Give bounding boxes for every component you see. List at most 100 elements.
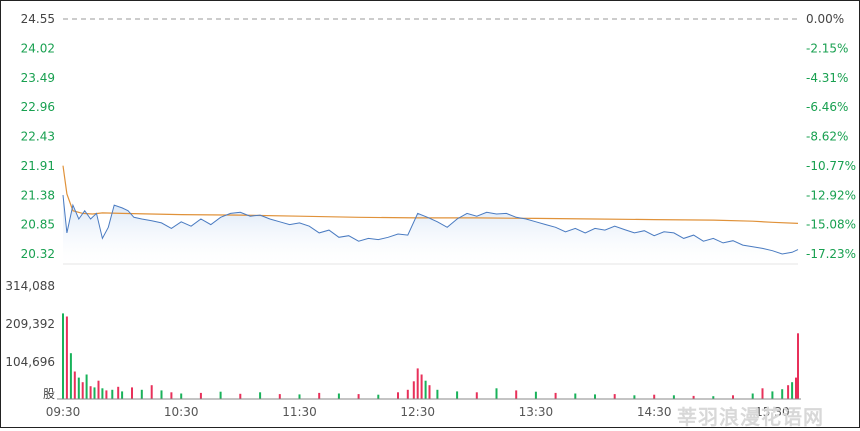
volume-bar (89, 386, 92, 399)
volume-bar (436, 389, 439, 399)
price-tick-label: 21.91 (21, 159, 55, 173)
price-tick-label: 24.55 (21, 12, 55, 26)
percent-axis: 0.00% -2.15% -4.31% -6.46% -8.62% -10.77% -12.… (806, 12, 856, 261)
volume-bar (69, 353, 72, 399)
volume-bar (101, 388, 104, 399)
price-tick-label: 22.43 (21, 130, 55, 144)
watermark-text: 莘羽浪漫花语网 (677, 405, 824, 429)
volume-bar (81, 382, 84, 399)
percent-tick-label: -4.31% (806, 71, 848, 85)
price-tick-label: 20.32 (21, 247, 55, 261)
volume-bar (298, 394, 301, 399)
volume-bar (787, 385, 790, 399)
volume-bar (594, 394, 596, 399)
volume-bar (397, 392, 399, 399)
volume-bars (62, 313, 799, 399)
volume-bar (692, 395, 695, 399)
volume-bar (77, 377, 80, 399)
volume-bar (170, 392, 173, 399)
volume-bar (337, 393, 340, 399)
volume-bar (420, 374, 423, 399)
volume-bar (795, 377, 797, 399)
volume-bar (105, 390, 108, 399)
volume-bar (65, 316, 68, 399)
volume-bar (653, 394, 656, 399)
percent-tick-label: -17.23% (806, 247, 856, 261)
price-tick-label: 21.38 (21, 188, 55, 202)
volume-bar (554, 392, 557, 399)
volume-axis: 314,088 209,392 104,696 股 (5, 279, 55, 401)
volume-bar (574, 393, 577, 399)
volume-bar (456, 391, 459, 399)
volume-bar (97, 380, 100, 399)
volume-bar (160, 390, 163, 399)
time-tick-label: 09:30 (46, 405, 81, 419)
time-tick-label: 11:30 (282, 405, 317, 419)
volume-bar (534, 391, 537, 399)
volume-bar (199, 392, 202, 399)
price-area-fill (63, 195, 798, 263)
time-tick-label: 12:30 (400, 405, 435, 419)
volume-bar (93, 387, 96, 399)
price-tick-label: 20.85 (21, 218, 55, 232)
volume-bar (357, 394, 360, 399)
volume-bar (732, 395, 734, 399)
time-axis: 09:30 10:30 11:30 12:30 13:30 14:30 15:30 (46, 405, 790, 419)
volume-bar (62, 313, 64, 399)
volume-bar (416, 368, 419, 399)
time-tick-label: 14:30 (637, 405, 672, 419)
volume-bar (771, 391, 774, 399)
volume-bar (131, 387, 133, 399)
percent-tick-label: -10.77% (806, 159, 856, 173)
volume-bar (424, 380, 427, 399)
volume-bar (495, 388, 498, 399)
percent-tick-label: -8.62% (806, 130, 848, 144)
volume-bar (781, 389, 784, 399)
time-tick-label: 13:30 (519, 405, 554, 419)
percent-tick-label: -12.92% (806, 188, 856, 202)
volume-bar (613, 394, 616, 399)
volume-bar (751, 393, 754, 399)
volume-bar (712, 396, 715, 399)
volume-bar (318, 392, 321, 399)
volume-bar (150, 385, 153, 399)
volume-bar (121, 391, 124, 399)
price-tick-label: 24.02 (21, 41, 55, 55)
price-tick-label: 22.96 (21, 100, 55, 114)
volume-bar (259, 392, 262, 399)
price-axis: 24.55 24.02 23.49 22.96 22.43 21.91 21.38 20.85… (21, 12, 55, 261)
volume-bar (73, 371, 76, 399)
volume-tick-label: 股 (43, 387, 55, 401)
volume-bar (278, 394, 281, 399)
volume-bar (412, 381, 415, 399)
percent-tick-label: -15.08% (806, 218, 856, 232)
volume-bar (377, 394, 380, 399)
volume-tick-label: 104,696 (5, 355, 55, 369)
volume-bar (475, 392, 478, 399)
average-price-line (62, 165, 799, 224)
volume-bar (180, 393, 183, 399)
volume-bar (111, 389, 114, 399)
time-tick-label: 15:30 (755, 405, 790, 419)
price-line (62, 195, 799, 255)
volume-bar (797, 333, 799, 399)
volume-bar (515, 390, 518, 399)
volume-bar (672, 395, 675, 399)
volume-bar (117, 386, 120, 399)
volume-bar (633, 395, 636, 399)
volume-bar (761, 388, 764, 399)
volume-bar (219, 391, 222, 399)
time-tick-label: 10:30 (164, 405, 199, 419)
volume-tick-label: 209,392 (5, 317, 55, 331)
price-tick-label: 23.49 (21, 71, 55, 85)
volume-tick-label: 314,088 (5, 279, 55, 293)
volume-bar (791, 382, 794, 399)
volume-bar (406, 389, 409, 399)
percent-tick-label: 0.00% (806, 12, 844, 26)
volume-bar (239, 393, 242, 399)
volume-bar (428, 385, 431, 399)
percent-tick-label: -6.46% (806, 100, 848, 114)
volume-bar (140, 389, 143, 399)
